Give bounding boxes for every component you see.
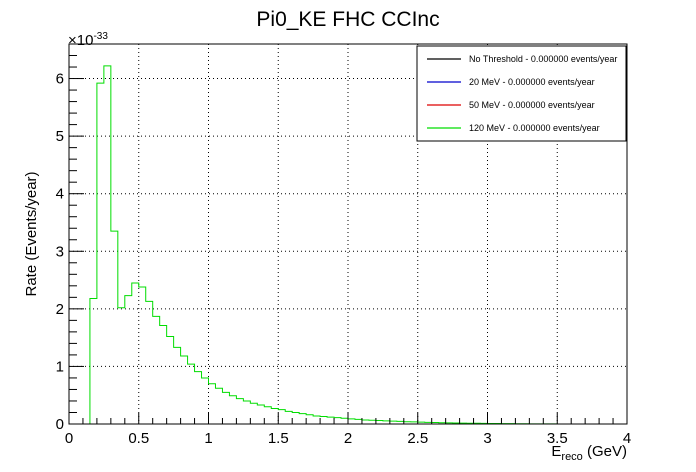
y-tick-label: 3	[56, 243, 64, 260]
legend-entry-label: 120 MeV - 0.000000 events/year	[469, 123, 600, 133]
x-tick-label: 1	[204, 430, 212, 447]
legend-entry-label: No Threshold - 0.000000 events/year	[469, 54, 617, 64]
y-tick-label: 5	[56, 128, 64, 145]
x-tick-label: 1.5	[268, 430, 289, 447]
y-tick-label: 4	[56, 186, 64, 203]
x-tick-label: 4	[623, 430, 631, 447]
x-tick-label: 0.5	[128, 430, 149, 447]
x-tick-label: 3.5	[547, 430, 568, 447]
x-axis-label: Ereco (GeV)	[551, 443, 627, 463]
y-tick-label: 2	[56, 301, 64, 318]
legend-entry-label: 20 MeV - 0.000000 events/year	[469, 77, 595, 87]
x-tick-label: 2	[344, 430, 352, 447]
legend-entry-label: 50 MeV - 0.000000 events/year	[469, 100, 595, 110]
y-tick-label: 0	[56, 416, 64, 433]
y-tick-label: 6	[56, 71, 64, 88]
legend-box	[416, 45, 627, 142]
x-tick-label: 2.5	[407, 430, 428, 447]
y-tick-label: 1	[56, 358, 64, 375]
y-multiplier: ×10-33	[68, 31, 108, 49]
chart-title: Pi0_KE FHC CCInc	[256, 8, 439, 31]
y-axis-label: Rate (Events/year)	[23, 171, 40, 296]
legend: No Threshold - 0.000000 events/year 20 Me…	[416, 45, 627, 142]
x-tick-label: 0	[65, 430, 73, 447]
x-tick-label: 3	[483, 430, 491, 447]
axes: 0 0.5 1 1.5 2 2.5 3 3.5 4 0 1 2 3 4 5 6	[56, 55, 631, 447]
